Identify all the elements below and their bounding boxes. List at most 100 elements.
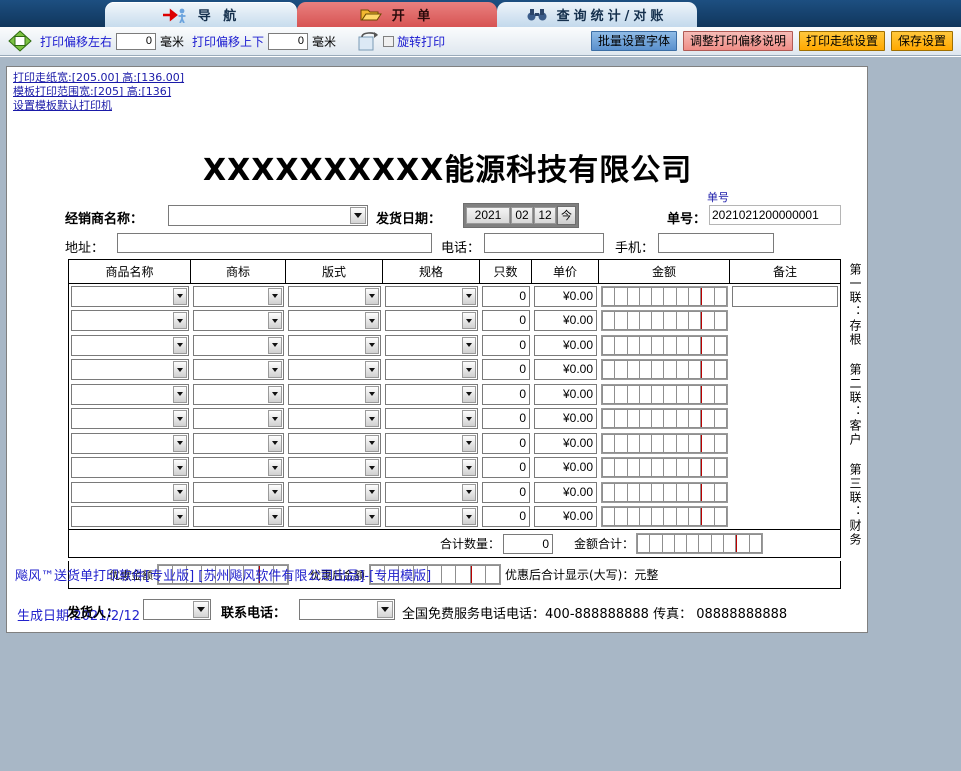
chevron-down-icon[interactable] bbox=[377, 601, 393, 618]
spec-combobox[interactable] bbox=[385, 285, 478, 307]
cell-name[interactable] bbox=[69, 358, 191, 383]
batch-set-font-button[interactable]: 批量设置字体 bbox=[590, 31, 677, 51]
cell-name[interactable] bbox=[69, 480, 191, 505]
table-row[interactable]: 0 ¥0.00 bbox=[69, 456, 840, 481]
chevron-down-icon[interactable] bbox=[365, 361, 379, 379]
tab-billing[interactable]: 开 单 bbox=[297, 2, 497, 27]
chevron-down-icon[interactable] bbox=[365, 483, 379, 501]
style-combobox[interactable] bbox=[288, 359, 381, 381]
mobile-input[interactable] bbox=[658, 233, 774, 253]
cell-remark[interactable] bbox=[730, 333, 840, 358]
price-input[interactable]: ¥0.00 bbox=[534, 432, 597, 454]
cell-spec[interactable] bbox=[383, 333, 480, 358]
table-row[interactable]: 0 ¥0.00 bbox=[69, 358, 840, 383]
paper-feed-settings-button[interactable]: 打印走纸设置 bbox=[798, 31, 885, 51]
chevron-down-icon[interactable] bbox=[462, 312, 476, 330]
cell-brand[interactable] bbox=[191, 333, 286, 358]
qty-input[interactable]: 0 bbox=[482, 359, 530, 381]
cell-price[interactable]: ¥0.00 bbox=[532, 480, 599, 505]
cell-brand[interactable] bbox=[191, 382, 286, 407]
table-row[interactable]: 0 ¥0.00 bbox=[69, 382, 840, 407]
cell-brand[interactable] bbox=[191, 431, 286, 456]
name-combobox[interactable] bbox=[71, 457, 189, 479]
phone-input[interactable] bbox=[484, 233, 604, 253]
chevron-down-icon[interactable] bbox=[462, 459, 476, 477]
cell-remark[interactable] bbox=[730, 284, 840, 309]
cell-spec[interactable] bbox=[383, 358, 480, 383]
name-combobox[interactable] bbox=[71, 408, 189, 430]
name-combobox[interactable] bbox=[71, 432, 189, 454]
price-input[interactable]: ¥0.00 bbox=[534, 285, 597, 307]
chevron-down-icon[interactable] bbox=[268, 312, 282, 330]
template-range-link[interactable]: 模板打印范围宽:[205] 高:[136] bbox=[13, 85, 172, 98]
qty-input[interactable]: 0 bbox=[482, 334, 530, 356]
brand-combobox[interactable] bbox=[193, 457, 284, 479]
order-no-value[interactable]: 2021021200000001 bbox=[709, 205, 841, 225]
qty-input[interactable]: 0 bbox=[482, 506, 530, 528]
cell-style[interactable] bbox=[286, 505, 383, 530]
price-input[interactable]: ¥0.00 bbox=[534, 334, 597, 356]
chevron-down-icon[interactable] bbox=[268, 287, 282, 305]
chevron-down-icon[interactable] bbox=[462, 361, 476, 379]
date-today-button[interactable]: 今 bbox=[557, 206, 576, 225]
chevron-down-icon[interactable] bbox=[173, 434, 187, 452]
style-combobox[interactable] bbox=[288, 285, 381, 307]
amount-money-grid[interactable] bbox=[601, 506, 728, 528]
cell-style[interactable] bbox=[286, 333, 383, 358]
ship-date-picker[interactable]: 2021 02 12 今 bbox=[463, 203, 579, 228]
cell-spec[interactable] bbox=[383, 382, 480, 407]
date-month[interactable]: 02 bbox=[511, 207, 533, 224]
cell-amount[interactable] bbox=[599, 480, 730, 505]
chevron-down-icon[interactable] bbox=[173, 287, 187, 305]
cell-name[interactable] bbox=[69, 456, 191, 481]
chevron-down-icon[interactable] bbox=[173, 312, 187, 330]
table-row[interactable]: 0 ¥0.00 bbox=[69, 407, 840, 432]
chevron-down-icon[interactable] bbox=[268, 410, 282, 428]
cell-brand[interactable] bbox=[191, 309, 286, 334]
brand-combobox[interactable] bbox=[193, 285, 284, 307]
rotate-print-group[interactable]: 旋转打印 bbox=[358, 31, 445, 51]
cell-price[interactable]: ¥0.00 bbox=[532, 456, 599, 481]
chevron-down-icon[interactable] bbox=[365, 508, 379, 526]
cell-brand[interactable] bbox=[191, 480, 286, 505]
cell-remark[interactable] bbox=[730, 505, 840, 530]
cell-remark[interactable] bbox=[730, 358, 840, 383]
brand-combobox[interactable] bbox=[193, 310, 284, 332]
tab-navigation[interactable]: 导 航 bbox=[105, 2, 297, 27]
date-day[interactable]: 12 bbox=[534, 207, 556, 224]
chevron-down-icon[interactable] bbox=[462, 385, 476, 403]
chevron-down-icon[interactable] bbox=[268, 483, 282, 501]
company-title[interactable]: XXXXXXXXXX能源科技有限公司 bbox=[203, 153, 693, 188]
chevron-down-icon[interactable] bbox=[365, 312, 379, 330]
address-input[interactable] bbox=[117, 233, 432, 253]
cell-style[interactable] bbox=[286, 480, 383, 505]
cell-amount[interactable] bbox=[599, 382, 730, 407]
table-row[interactable]: 0 ¥0.00 bbox=[69, 431, 840, 456]
rotate-print-checkbox[interactable] bbox=[383, 35, 395, 47]
spec-combobox[interactable] bbox=[385, 432, 478, 454]
paper-size-link[interactable]: 打印走纸宽:[205.00] 高:[136.00] bbox=[13, 71, 185, 84]
name-combobox[interactable] bbox=[71, 481, 189, 503]
price-input[interactable]: ¥0.00 bbox=[534, 383, 597, 405]
qty-input[interactable]: 0 bbox=[482, 457, 530, 479]
chevron-down-icon[interactable] bbox=[462, 287, 476, 305]
cell-price[interactable]: ¥0.00 bbox=[532, 407, 599, 432]
chevron-down-icon[interactable] bbox=[173, 385, 187, 403]
name-combobox[interactable] bbox=[71, 383, 189, 405]
cell-spec[interactable] bbox=[383, 407, 480, 432]
table-row[interactable]: 0 ¥0.00 bbox=[69, 505, 840, 530]
price-input[interactable]: ¥0.00 bbox=[534, 506, 597, 528]
save-settings-button[interactable]: 保存设置 bbox=[890, 31, 953, 51]
cell-qty[interactable]: 0 bbox=[480, 382, 532, 407]
style-combobox[interactable] bbox=[288, 457, 381, 479]
cell-remark[interactable] bbox=[730, 382, 840, 407]
cell-remark[interactable] bbox=[730, 431, 840, 456]
price-input[interactable]: ¥0.00 bbox=[534, 481, 597, 503]
cell-qty[interactable]: 0 bbox=[480, 407, 532, 432]
chevron-down-icon[interactable] bbox=[462, 410, 476, 428]
chevron-down-icon[interactable] bbox=[173, 459, 187, 477]
spec-combobox[interactable] bbox=[385, 310, 478, 332]
tab-query-stats[interactable]: 查询统计/对账 bbox=[497, 2, 697, 27]
chevron-down-icon[interactable] bbox=[173, 483, 187, 501]
chevron-down-icon[interactable] bbox=[462, 336, 476, 354]
